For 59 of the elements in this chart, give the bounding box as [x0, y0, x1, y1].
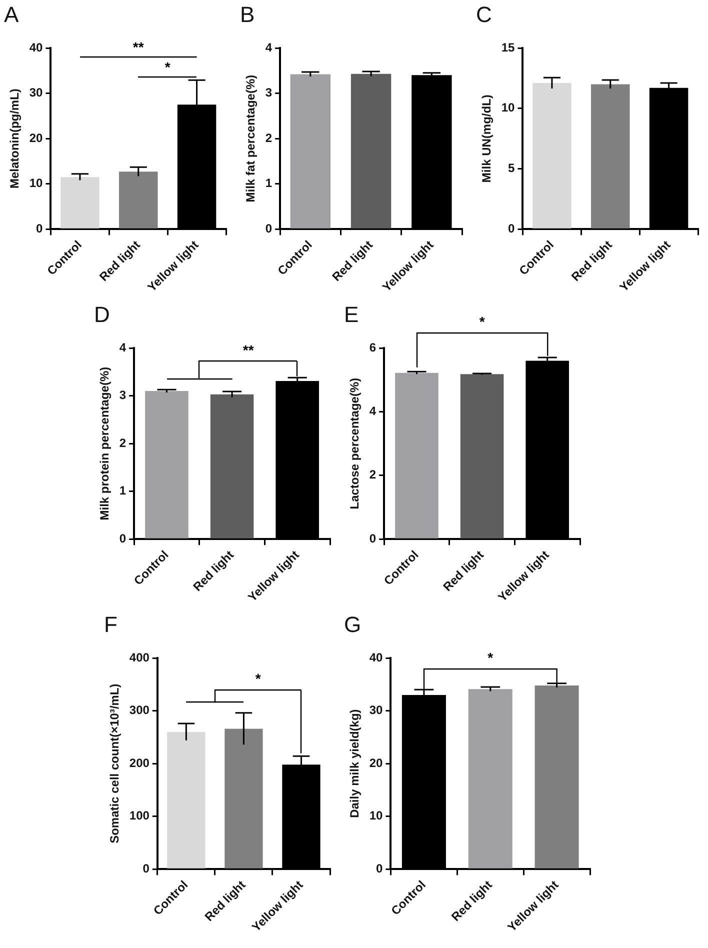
y-axis-title: Daily milk yield(kg) [348, 709, 362, 818]
chart-title: E [344, 302, 359, 328]
annotation: * [164, 58, 171, 75]
chart-title: G [344, 612, 362, 638]
y-tick-label: 6 [369, 340, 376, 354]
chart-title: C [476, 2, 492, 28]
y-axis-title: Lactose percentage(%) [348, 378, 362, 510]
annotation: ** [132, 38, 144, 55]
bar [534, 685, 579, 868]
annotation: * [488, 649, 494, 666]
y-axis-title: Milk protein percentage(%) [98, 366, 112, 520]
chart-title: A [4, 2, 19, 28]
y-tick-label: 100 [129, 808, 150, 823]
chart-title: F [104, 612, 118, 638]
y-tick-label: 0 [369, 531, 376, 546]
y-tick-label: 40 [369, 650, 384, 664]
y-tick-label: 10 [501, 100, 516, 115]
y-axis-title: Somatic cell count(×10³/mL) [108, 684, 122, 844]
y-tick-label: 2 [369, 468, 376, 482]
y-tick-label: 40 [29, 40, 44, 54]
y-tick-label: 3 [119, 388, 126, 402]
y-tick-label: 10 [369, 808, 384, 823]
y-tick-label: 5 [508, 161, 516, 176]
y-axis-title: Melatonin(pg/mL) [8, 88, 22, 189]
y-tick-label: 30 [29, 86, 44, 100]
y-tick-label: 4 [265, 40, 272, 54]
y-tick-label: 0 [508, 221, 516, 236]
y-axis-title: Milk UN(mg/dL) [480, 94, 494, 183]
y-tick-label: 300 [129, 703, 150, 718]
bar [468, 689, 512, 868]
y-tick-label: 0 [265, 221, 272, 236]
y-tick-label: 20 [369, 756, 384, 770]
chart-title: B [240, 2, 255, 28]
y-tick-label: 4 [119, 340, 126, 354]
y-tick-label: 20 [29, 130, 44, 145]
y-tick-label: 2 [265, 130, 272, 145]
bar [60, 177, 100, 228]
y-tick-label: 4 [369, 404, 376, 418]
y-tick-label: 3 [265, 86, 272, 100]
annotation: ** [242, 342, 254, 358]
bar [395, 372, 438, 538]
y-tick-label: 1 [119, 484, 126, 498]
y-tick-label: 1 [265, 176, 272, 190]
y-tick-label: 400 [129, 650, 150, 664]
bar [119, 172, 158, 228]
y-tick-label: 0 [36, 221, 44, 236]
y-tick-label: 10 [29, 176, 44, 190]
y-tick-label: 0 [376, 861, 384, 876]
annotation: * [255, 670, 262, 687]
chart-title: D [94, 302, 110, 328]
y-axis-title: Milk fat percentage(%) [244, 74, 258, 202]
y-tick-label: 0 [119, 531, 126, 546]
y-tick-label: 30 [369, 703, 384, 718]
y-tick-label: 15 [501, 40, 516, 54]
text: * [479, 314, 486, 330]
y-tick-label: 2 [119, 436, 126, 450]
bar [460, 374, 504, 538]
y-tick-label: 0 [142, 861, 150, 876]
y-tick-label: 200 [129, 756, 150, 770]
